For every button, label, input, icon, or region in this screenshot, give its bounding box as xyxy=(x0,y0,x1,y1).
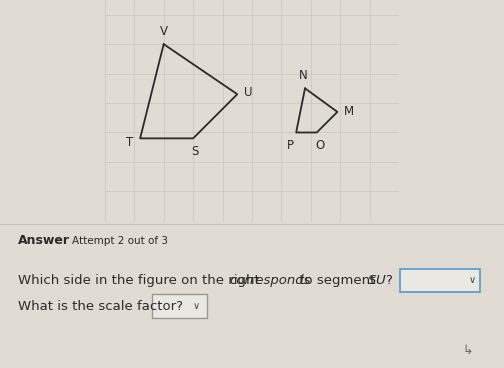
FancyBboxPatch shape xyxy=(400,269,480,293)
Text: corresponds: corresponds xyxy=(229,274,310,287)
Text: U: U xyxy=(244,86,253,99)
Text: ↳: ↳ xyxy=(463,344,473,357)
Text: Answer: Answer xyxy=(18,234,70,247)
Text: $SU$?: $SU$? xyxy=(367,274,393,287)
FancyBboxPatch shape xyxy=(152,294,207,318)
Text: Attempt 2 out of 3: Attempt 2 out of 3 xyxy=(72,236,168,246)
Text: Which side in the figure on the right: Which side in the figure on the right xyxy=(18,274,264,287)
Text: N: N xyxy=(299,69,308,82)
Text: What is the scale factor?: What is the scale factor? xyxy=(18,300,183,313)
Text: T: T xyxy=(127,136,134,149)
Text: ∨: ∨ xyxy=(193,301,200,311)
Text: S: S xyxy=(191,145,198,158)
Text: P: P xyxy=(287,139,294,152)
Text: ∨: ∨ xyxy=(468,276,476,286)
Text: to segment: to segment xyxy=(295,274,380,287)
Text: O: O xyxy=(315,139,325,152)
Text: M: M xyxy=(344,105,354,118)
Text: V: V xyxy=(160,25,168,38)
